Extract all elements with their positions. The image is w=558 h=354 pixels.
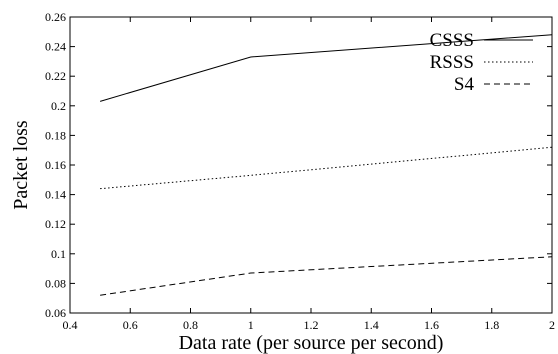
- x-tick-label: 0.4: [63, 318, 78, 332]
- x-tick-label: 1: [248, 318, 254, 332]
- legend-label-rsss: RSSS: [430, 52, 474, 73]
- y-tick-label: 0.1: [51, 247, 66, 261]
- y-tick-label: 0.24: [45, 40, 66, 54]
- y-tick-label: 0.18: [45, 128, 66, 142]
- x-tick-label: 1.4: [364, 318, 379, 332]
- legend-label-csss: CSSS: [430, 30, 474, 51]
- y-tick-label: 0.08: [45, 276, 66, 290]
- x-axis-label: Data rate (per source per second): [179, 332, 444, 354]
- y-tick-label: 0.06: [45, 306, 66, 320]
- x-tick-label: 0.8: [183, 318, 198, 332]
- x-tick-label: 1.6: [424, 318, 439, 332]
- y-axis-label: Packet loss: [10, 120, 32, 210]
- x-tick-label: 0.6: [123, 318, 138, 332]
- x-tick-label: 1.8: [484, 318, 499, 332]
- x-axis-ticks: 0.4 0.6 0.8 1 1.2 1.4 1.6 1.8 2: [63, 17, 555, 332]
- x-tick-label: 2: [549, 318, 555, 332]
- y-tick-label: 0.2: [51, 99, 66, 113]
- x-tick-label: 1.2: [304, 318, 319, 332]
- series-lines: [99, 34, 553, 296]
- y-tick-label: 0.26: [45, 10, 66, 24]
- series-line-rsss: [100, 146, 553, 190]
- series-line-csss: [99, 34, 553, 102]
- plot-frame: [69, 16, 553, 314]
- y-axis-ticks: 0.06 0.08 0.1 0.12 0.14 0.16 0.18 0.2 0.22 0.24 0.…: [45, 10, 552, 320]
- y-tick-label: 0.12: [45, 217, 66, 231]
- legend-label-s4: S4: [454, 74, 475, 95]
- y-tick-label: 0.14: [45, 188, 66, 202]
- y-tick-label: 0.16: [45, 158, 66, 172]
- y-tick-label: 0.22: [45, 69, 66, 83]
- series-line-s4: [100, 256, 553, 296]
